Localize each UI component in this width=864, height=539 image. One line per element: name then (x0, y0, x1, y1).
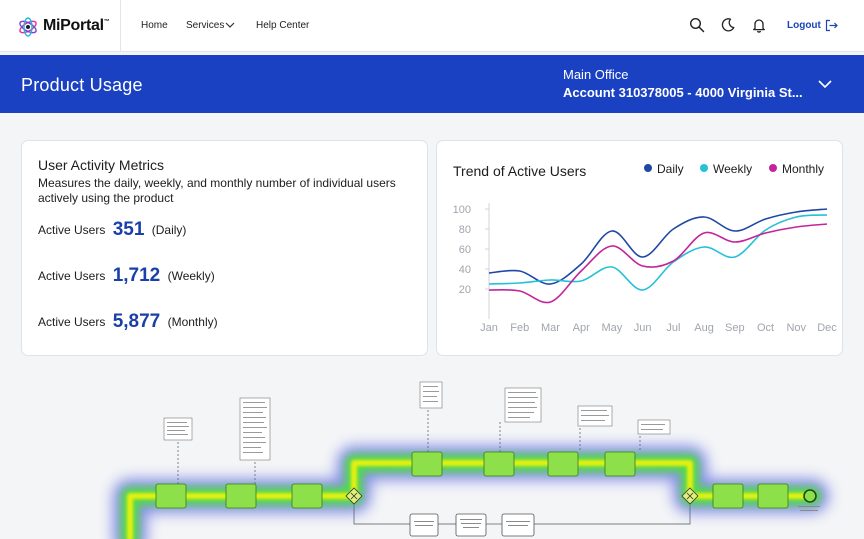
legend-label-monthly: Monthly (782, 162, 825, 176)
chart-title: Trend of Active Users (453, 163, 587, 179)
series-line-monthly[interactable] (488, 223, 828, 304)
account-office-label[interactable]: Main Office (563, 67, 629, 82)
x-tick-label: Feb (510, 322, 529, 334)
daily-active-users-row: Active Users 351 (Daily) (38, 219, 186, 241)
y-tick-label: 40 (459, 264, 471, 276)
x-tick-label: Apr (573, 322, 590, 334)
x-tick-label: Nov (786, 322, 806, 334)
legend-item-weekly[interactable]: Weekly (700, 162, 752, 176)
page-title: Product Usage (21, 75, 143, 95)
process-task[interactable] (757, 483, 789, 509)
y-tick-label: 100 (453, 204, 471, 216)
brand-logo-mark (19, 17, 37, 37)
services-chevron-down-icon[interactable] (224, 19, 236, 31)
metric-period: (Weekly) (167, 269, 215, 283)
process-task[interactable] (483, 451, 515, 477)
annotation-note (239, 397, 271, 461)
weekly-active-users-row: Active Users 1,712 (Weekly) (38, 265, 215, 287)
x-tick-label: Jan (480, 322, 498, 334)
y-tick-label: 60 (459, 244, 471, 256)
gateway-x-marks (350, 492, 694, 500)
nav-home-link[interactable]: Home (141, 20, 168, 31)
nav-divider (120, 0, 121, 52)
process-task[interactable] (712, 483, 744, 509)
metric-label: Active Users (38, 315, 106, 329)
process-task[interactable] (547, 451, 579, 477)
x-tick-label: Aug (694, 322, 714, 334)
top-navigation: MiPortal™ Home Services Help Center Logo… (0, 0, 864, 52)
moon-icon[interactable] (720, 17, 736, 33)
logout-link[interactable]: Logout (787, 20, 821, 31)
process-gateways (345, 487, 699, 505)
lower-task-labels (414, 519, 530, 528)
user-activity-metrics-card: User Activity Metrics Measures the daily… (21, 140, 428, 356)
metric-period: (Monthly) (167, 315, 218, 329)
process-task[interactable] (155, 483, 187, 509)
process-task[interactable] (291, 483, 323, 509)
annotation-note (419, 381, 443, 409)
legend-label-weekly: Weekly (713, 162, 753, 176)
nav-services-link[interactable]: Services (186, 20, 225, 31)
process-heatmap-diagram (113, 381, 829, 539)
metric-value-monthly: 5,877 (112, 311, 161, 332)
end-event-label (798, 506, 820, 511)
annotation-note (163, 417, 193, 441)
metric-period: (Daily) (151, 223, 187, 237)
bell-icon[interactable] (751, 17, 767, 33)
metric-label: Active Users (38, 223, 106, 237)
metric-value-daily: 351 (112, 219, 145, 240)
process-tasks (155, 451, 789, 509)
x-tick-label: Mar (541, 322, 560, 334)
metric-value-weekly: 1,712 (112, 265, 161, 286)
process-end-event[interactable] (803, 489, 817, 503)
legend-swatch-daily (644, 164, 652, 172)
x-tick-label: Jul (666, 322, 680, 334)
legend-label-daily: Daily (657, 162, 684, 176)
legend-swatch-monthly (769, 164, 777, 172)
x-tick-label: Sep (725, 322, 745, 334)
brand-logo[interactable]: MiPortal™ (18, 14, 118, 40)
trend-line-chart: 20 40 60 80 100 Jan Feb Mar Apr May Jun Jul Aug Sep Oc… (453, 203, 837, 334)
account-selector-value[interactable]: Account 310378005 - 4000 Virginia St... (563, 85, 803, 100)
metrics-card-description: Measures the daily, weekly, and monthly … (38, 176, 396, 205)
annotation-note (637, 419, 671, 435)
annotation-note (504, 387, 542, 423)
process-task[interactable] (455, 513, 487, 537)
series-line-weekly[interactable] (488, 214, 828, 291)
x-tick-label: Dec (817, 322, 837, 334)
legend-item-daily[interactable]: Daily (644, 162, 684, 176)
x-tick-label: Jun (634, 322, 652, 334)
metrics-card-title: User Activity Metrics (38, 157, 165, 173)
legend-swatch-weekly (700, 164, 708, 172)
y-tick-label: 20 (459, 284, 471, 296)
metric-label: Active Users (38, 269, 106, 283)
nav-help-center-link[interactable]: Help Center (256, 20, 310, 31)
x-tick-label: Oct (757, 322, 774, 334)
page-header-band: Product Usage Main Office Account 310378… (0, 55, 864, 113)
process-task[interactable] (604, 451, 636, 477)
legend-item-monthly[interactable]: Monthly (769, 162, 824, 176)
logout-icon[interactable] (825, 19, 838, 32)
monthly-active-users-row: Active Users 5,877 (Monthly) (38, 311, 218, 333)
account-chevron-down-icon[interactable] (817, 77, 833, 91)
trend-of-active-users-card: 20 40 60 80 100 Jan Feb Mar Apr May Jun Jul Aug Sep Oc… (436, 140, 843, 356)
brand-name: MiPortal (43, 17, 104, 34)
search-icon[interactable] (689, 17, 705, 33)
series-line-daily[interactable] (488, 208, 828, 285)
annotation-note-lines (167, 386, 665, 453)
process-task[interactable] (225, 483, 257, 509)
brand-trademark: ™ (103, 19, 110, 25)
x-tick-label: May (602, 322, 623, 334)
y-tick-label: 80 (459, 224, 471, 236)
process-task[interactable] (411, 451, 443, 477)
